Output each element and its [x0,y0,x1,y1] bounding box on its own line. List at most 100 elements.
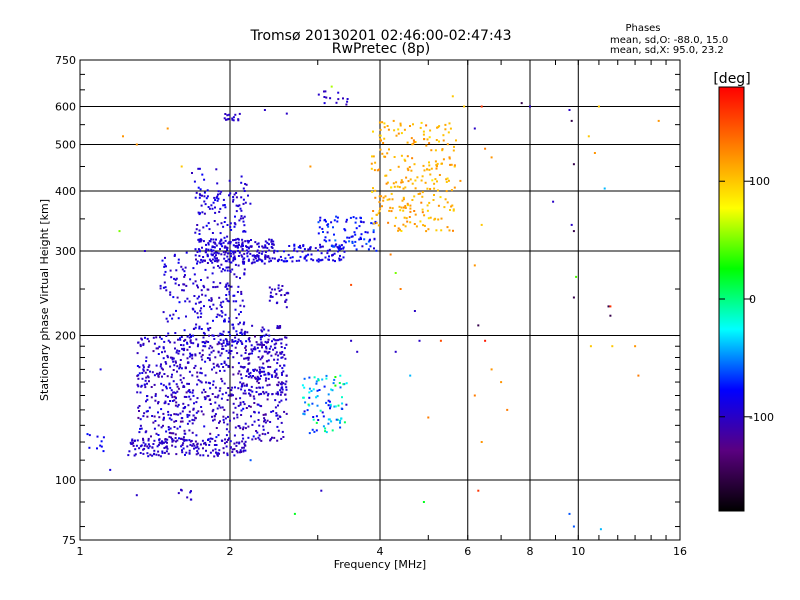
data-point [197,186,200,189]
data-point [241,241,244,244]
data-point [355,227,358,230]
data-point [252,258,255,261]
data-point [214,206,216,209]
data-point [435,167,438,170]
data-point [252,435,255,438]
data-point [281,430,284,433]
data-point [230,228,233,231]
data-point [266,352,269,355]
data-point [236,237,239,240]
data-point [446,177,449,180]
data-point [323,219,326,222]
data-point [382,142,385,144]
data-point [301,384,304,387]
data-point [352,216,355,219]
data-point [227,387,230,389]
data-point [96,435,99,438]
data-point [264,373,267,376]
data-point [234,215,236,218]
data-point [449,163,452,166]
data-point [212,383,215,386]
data-point [191,353,194,356]
data-point [272,410,275,413]
data-point [221,439,224,442]
data-point [367,248,370,251]
data-point [261,432,264,435]
data-point [259,343,261,346]
data-point [342,246,345,249]
data-point [166,354,169,357]
data-point [261,355,264,358]
data-point [246,255,249,258]
data-point [339,374,342,377]
data-point [400,179,403,182]
data-point [264,379,267,382]
data-point [231,340,234,343]
data-point [202,336,205,339]
data-point [341,402,344,405]
data-point [247,241,250,244]
data-point [451,204,454,207]
data-point [251,254,254,257]
data-point [236,451,239,454]
data-point [179,425,182,428]
data-point [136,391,139,394]
data-point [139,391,142,394]
data-point [198,250,201,253]
data-point [163,263,166,266]
data-point [201,211,204,214]
data-point [402,206,405,209]
data-point [193,367,196,369]
data-point [246,369,249,372]
data-point [199,316,202,318]
data-point [170,376,173,379]
data-point [260,341,263,344]
data-point [197,316,200,319]
data-point [257,436,260,439]
data-point [240,373,242,376]
data-point [228,113,231,116]
data-point [382,199,385,202]
data-point [265,360,268,363]
data-point [201,173,204,176]
data-point [371,217,374,220]
data-point [139,424,142,427]
data-point [216,285,219,288]
data-point [216,251,219,254]
data-point [219,304,222,307]
chart-title: Tromsø 20130201 02:46:00-02:47:43 [250,28,512,44]
data-point [220,263,223,266]
data-point [279,255,282,258]
data-point [233,258,236,261]
data-point [198,229,201,232]
data-point [194,446,197,449]
data-point [199,300,202,303]
data-point [394,350,397,353]
data-point [280,371,283,374]
data-point [237,205,240,208]
data-point [430,167,433,170]
data-point [235,204,238,207]
data-point [240,290,243,293]
data-point [144,386,147,389]
data-point [131,439,134,442]
data-point [179,378,182,381]
data-point [369,245,372,248]
data-point [215,364,218,367]
data-point [403,158,406,161]
y-axis-label: Stationary phase Virtual Height [km] [38,199,51,401]
data-point [303,248,306,251]
data-point [182,438,184,441]
data-point [271,375,274,378]
data-point [137,377,140,380]
data-point [242,366,245,369]
data-point [236,244,239,247]
data-point [232,340,235,343]
data-point [321,245,324,248]
data-point [404,207,407,209]
data-point [274,339,277,342]
data-point [100,440,103,443]
data-point [177,413,180,416]
data-point [162,441,165,444]
data-point [399,228,401,231]
